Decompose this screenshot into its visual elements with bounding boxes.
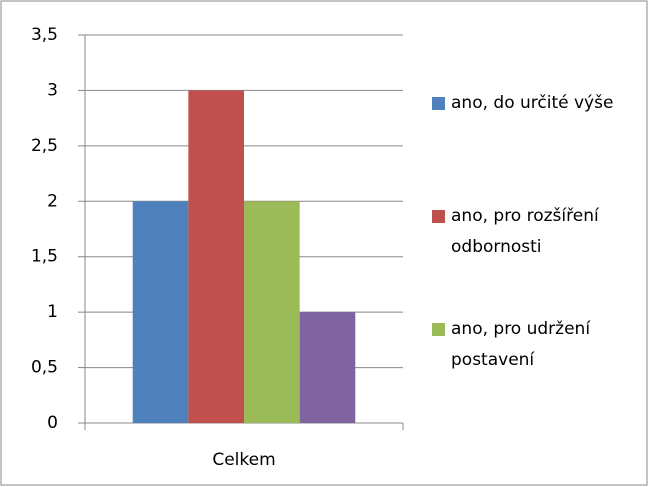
- legend-swatch: [432, 210, 445, 223]
- y-tick-label: 2,5: [31, 136, 58, 156]
- legend-label: ano, pro rozšíření odbornosti: [451, 206, 599, 257]
- y-tick-label: 3,5: [31, 25, 58, 45]
- y-tick-label: 1,5: [31, 247, 58, 267]
- legend-swatch: [432, 323, 445, 336]
- y-tick-label: 2: [47, 191, 58, 211]
- bar: [244, 201, 300, 423]
- bar: [188, 90, 244, 423]
- bar: [132, 201, 189, 423]
- y-tick-label: 3: [47, 80, 58, 100]
- y-tick-label: 1: [47, 302, 58, 322]
- legend-label: ano, do určité výše: [451, 93, 614, 113]
- y-tick-label: 0: [47, 413, 58, 433]
- legend-swatch: [432, 97, 445, 110]
- legend-entry: ano, pro udržení postavení: [432, 314, 642, 376]
- legend-entry: ano, pro rozšíření odbornosti: [432, 201, 642, 263]
- legend-label: ano, pro udržení postavení: [451, 319, 591, 370]
- legend-entry: ano, do určité výše: [432, 88, 642, 119]
- y-tick-label: 0,5: [31, 358, 58, 378]
- bar: [299, 312, 356, 423]
- x-tick-label: Celkem: [212, 450, 275, 470]
